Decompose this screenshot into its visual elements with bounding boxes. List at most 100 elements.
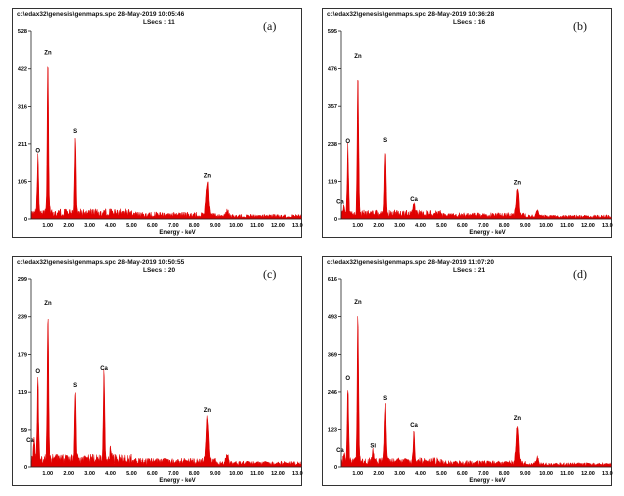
y-tick-label: 0 bbox=[334, 217, 337, 223]
spectrum-series bbox=[30, 318, 302, 468]
x-axis-label: Energy - keV bbox=[159, 230, 195, 236]
y-tick-label: 369 bbox=[328, 352, 337, 358]
axes bbox=[30, 31, 301, 220]
x-tick-label: 1.00 bbox=[42, 471, 53, 477]
peak-label-zn: Zn bbox=[354, 54, 362, 60]
x-tick-label: 9.00 bbox=[520, 471, 531, 477]
x-tick-label: 11.00 bbox=[250, 223, 263, 229]
x-tick-label: 10.00 bbox=[539, 471, 553, 477]
y-tick-label: 493 bbox=[328, 315, 337, 321]
y-tick-label: 357 bbox=[328, 104, 337, 110]
x-tick-label: 8.00 bbox=[189, 471, 200, 477]
peak-label-zn: Zn bbox=[514, 416, 522, 422]
x-tick-label: 6.00 bbox=[457, 471, 468, 477]
x-tick-label: 9.00 bbox=[210, 223, 221, 229]
y-tick-label: 0 bbox=[334, 465, 337, 471]
x-tick-label: 10.00 bbox=[229, 471, 243, 477]
peak-label-s: S bbox=[73, 129, 77, 135]
lsecs-label: LSecs : 21 bbox=[453, 267, 486, 274]
spectrum-panel-b: c:\edax32\genesis\genmaps.spc 28-May-201… bbox=[322, 8, 613, 238]
spectrum-header: c:\edax32\genesis\genmaps.spc 28-May-201… bbox=[327, 11, 495, 18]
panel-label: (a) bbox=[263, 19, 277, 33]
spectrum-header: c:\edax32\genesis\genmaps.spc 28-May-201… bbox=[17, 11, 185, 18]
y-tick-label: 119 bbox=[18, 390, 27, 396]
peak-label-zn: Zn bbox=[44, 51, 52, 57]
spectrum-panel-d: c:\edax32\genesis\genmaps.spc 28-May-201… bbox=[322, 256, 613, 486]
y-tick-label: 476 bbox=[328, 67, 337, 73]
x-tick-label: 5.00 bbox=[126, 223, 137, 229]
x-tick-label: 9.00 bbox=[520, 223, 531, 229]
x-tick-label: 6.00 bbox=[147, 223, 158, 229]
lsecs-label: LSecs : 20 bbox=[143, 267, 176, 274]
y-tick-label: 0 bbox=[24, 217, 27, 223]
y-tick-label: 119 bbox=[328, 179, 337, 185]
spectrum-plot: 0 105 211 316 422 528 1.00 2.00 3.00 4.00 5.00 6.00… bbox=[18, 29, 303, 236]
x-tick-label: 13.00 bbox=[602, 223, 613, 229]
peak-label-ca: Ca bbox=[100, 366, 108, 372]
peak-label-s: S bbox=[383, 138, 387, 144]
x-tick-label: 3.00 bbox=[84, 471, 95, 477]
x-tick-label: 7.00 bbox=[168, 223, 179, 229]
x-tick-label: 1.00 bbox=[352, 223, 363, 229]
y-tick-label: 179 bbox=[18, 352, 27, 358]
x-tick-label: 2.00 bbox=[373, 223, 384, 229]
x-tick-label: 8.00 bbox=[189, 223, 200, 229]
x-tick-label: 12.00 bbox=[581, 223, 595, 229]
x-tick-label: 11.00 bbox=[560, 471, 573, 477]
y-tick-label: 316 bbox=[18, 104, 27, 110]
x-tick-label: 4.00 bbox=[105, 223, 116, 229]
peak-label-s: S bbox=[73, 383, 77, 389]
y-tick-label: 211 bbox=[18, 142, 27, 148]
spectrum-plot: 0 59 119 179 239 299 1.00 2.00 3.00 4.00 5.00 6.00 7… bbox=[18, 277, 303, 484]
x-tick-label: 2.00 bbox=[63, 223, 74, 229]
y-tick-label: 246 bbox=[328, 390, 337, 396]
axes bbox=[340, 31, 611, 220]
x-tick-label: 11.00 bbox=[250, 471, 263, 477]
x-tick-label: 12.00 bbox=[271, 471, 285, 477]
x-tick-label: 12.00 bbox=[581, 471, 595, 477]
peak-label-zn: Zn bbox=[204, 408, 212, 414]
x-tick-label: 3.00 bbox=[394, 471, 405, 477]
x-tick-label: 13.00 bbox=[292, 471, 303, 477]
lsecs-label: LSecs : 16 bbox=[453, 19, 486, 26]
peak-label-o: O bbox=[345, 139, 350, 145]
panel-label: (b) bbox=[573, 19, 587, 33]
panel-label: (c) bbox=[263, 267, 277, 281]
x-tick-label: 13.00 bbox=[292, 223, 303, 229]
x-tick-label: 5.00 bbox=[126, 471, 137, 477]
peak-label-ca: Ca bbox=[336, 200, 344, 206]
spectrum-header: c:\edax32\genesis\genmaps.spc 28-May-201… bbox=[327, 259, 494, 266]
y-tick-label: 299 bbox=[18, 277, 27, 283]
x-tick-label: 6.00 bbox=[147, 471, 158, 477]
x-tick-label: 10.00 bbox=[539, 223, 553, 229]
x-tick-label: 2.00 bbox=[373, 471, 384, 477]
x-tick-label: 7.00 bbox=[478, 223, 489, 229]
spectrum-plot: 0 119 238 357 476 595 1.00 2.00 3.00 4.00 5.00 6.00… bbox=[328, 29, 613, 236]
x-tick-label: 8.00 bbox=[499, 471, 510, 477]
x-tick-label: 4.00 bbox=[415, 223, 426, 229]
x-axis-label: Energy - keV bbox=[469, 478, 505, 484]
peak-label-ca: Ca bbox=[336, 448, 344, 454]
peak-label-zn: Zn bbox=[514, 181, 522, 187]
x-tick-label: 9.00 bbox=[210, 471, 221, 477]
peak-label-o: O bbox=[345, 376, 350, 382]
peak-label-zn: Zn bbox=[204, 173, 212, 179]
peak-label-o: O bbox=[35, 369, 40, 375]
x-tick-label: 1.00 bbox=[42, 223, 53, 229]
peak-label-ca: Ca bbox=[410, 423, 418, 429]
peak-label-ca: Ca bbox=[410, 197, 418, 203]
peak-label-ca: Ca bbox=[26, 438, 34, 444]
x-tick-label: 3.00 bbox=[394, 223, 405, 229]
x-tick-label: 7.00 bbox=[168, 471, 179, 477]
x-tick-label: 3.00 bbox=[84, 223, 95, 229]
x-tick-label: 13.00 bbox=[602, 471, 613, 477]
spectrum-series bbox=[30, 66, 302, 220]
axes bbox=[340, 279, 611, 468]
lsecs-label: LSecs : 11 bbox=[143, 19, 175, 26]
x-axis-label: Energy - keV bbox=[159, 478, 195, 484]
peak-label-zn: Zn bbox=[44, 301, 52, 307]
x-tick-label: 4.00 bbox=[105, 471, 116, 477]
x-tick-label: 1.00 bbox=[352, 471, 363, 477]
peak-label-o: O bbox=[35, 148, 40, 154]
x-tick-label: 11.00 bbox=[560, 223, 573, 229]
